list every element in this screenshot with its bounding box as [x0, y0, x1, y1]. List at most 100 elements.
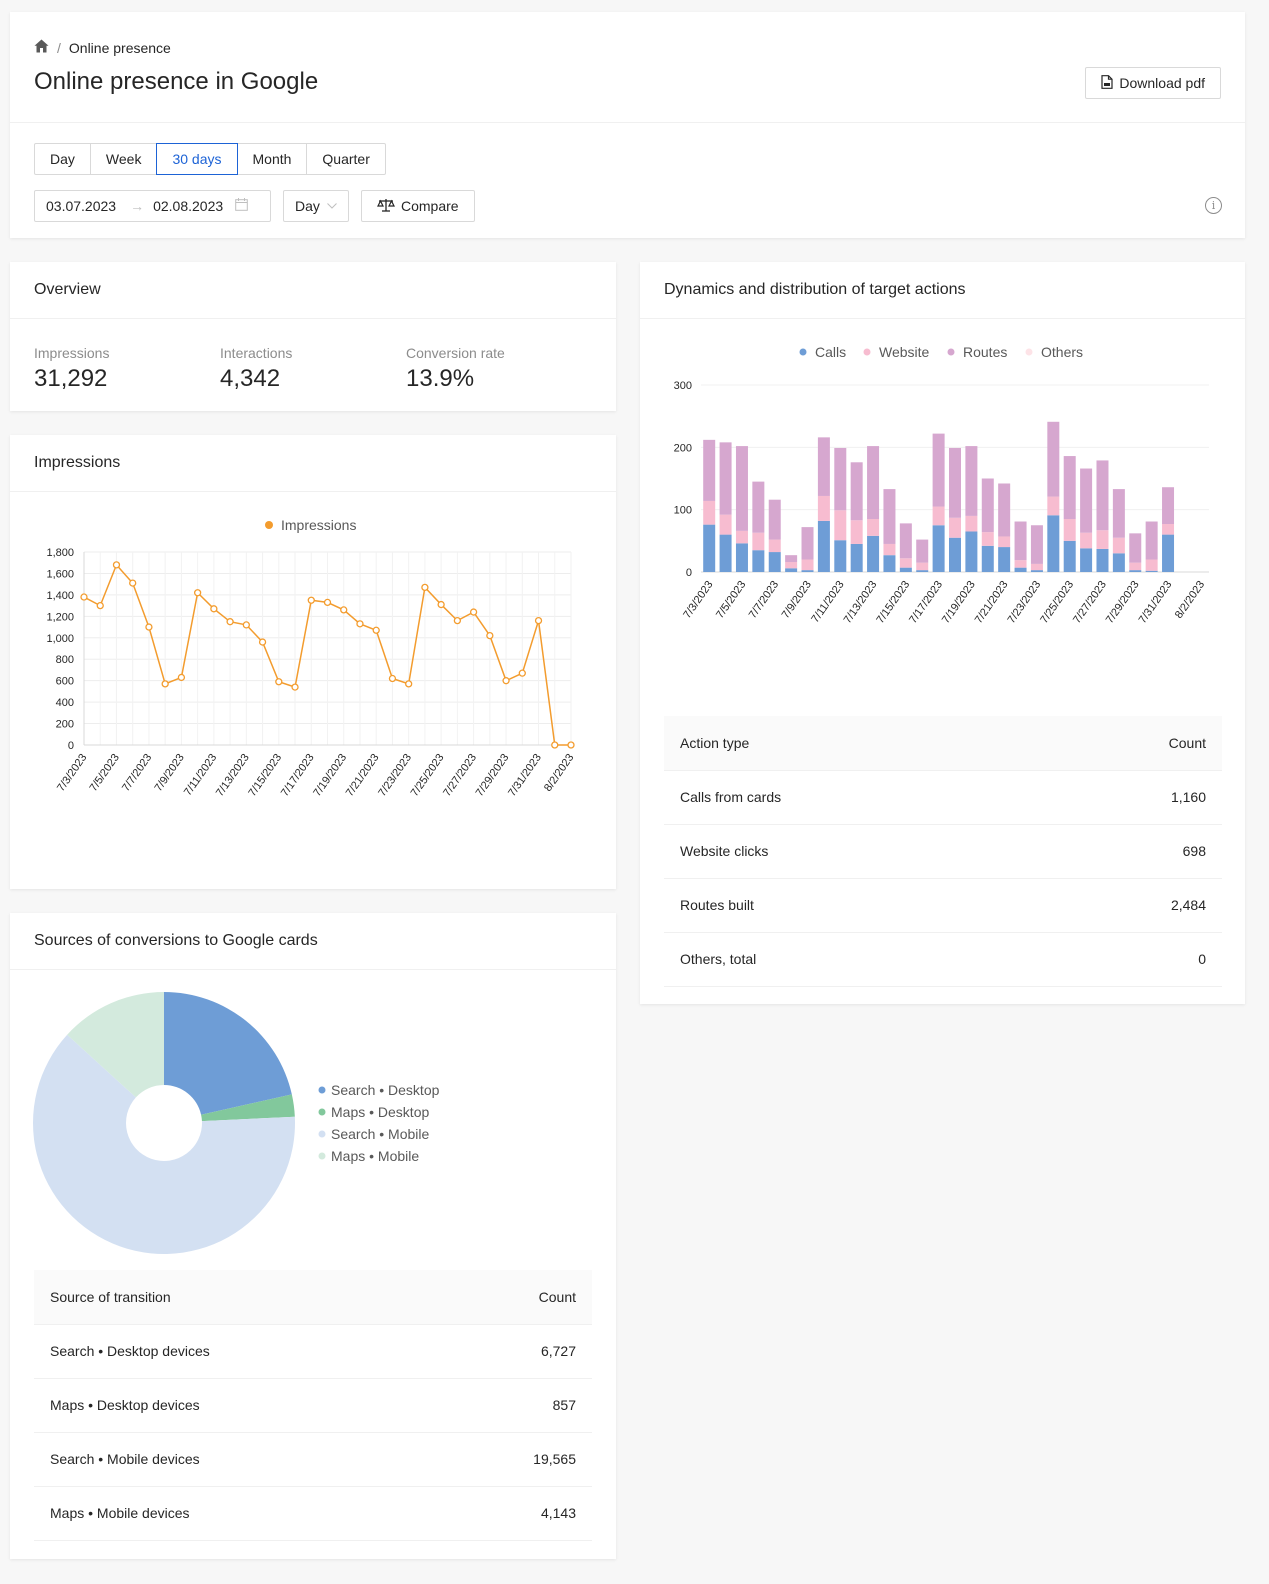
x-tick-label: 7/5/2023 [714, 579, 748, 621]
stat-label: Interactions [220, 345, 293, 361]
x-tick-label: 7/9/2023 [152, 752, 186, 794]
bar-segment [867, 519, 880, 536]
sources-table: Source of transition Count Search • Desk… [34, 1270, 592, 1541]
breadcrumb-separator: / [57, 39, 61, 56]
bar-segment [965, 446, 978, 516]
table-row: Calls from cards 1,160 [664, 770, 1222, 825]
period-tabs: Day Week 30 days Month Quarter [34, 143, 386, 175]
data-point [388, 674, 397, 683]
bar-segment [883, 543, 896, 556]
action-cell: Calls from cards [664, 770, 1031, 825]
bar-segment [735, 543, 748, 572]
column-header-action-type: Action type [664, 716, 1031, 771]
bar-segment [932, 433, 945, 507]
bar-segment [785, 562, 798, 569]
y-tick-label: 600 [56, 676, 74, 688]
bar-segment [899, 558, 912, 568]
tab-quarter[interactable]: Quarter [306, 143, 386, 175]
bar-segment [817, 437, 830, 496]
x-tick-label: 8/2/2023 [542, 752, 576, 794]
end-date-input[interactable]: 02.08.2023 [153, 198, 224, 214]
bar-segment [867, 535, 880, 572]
bar-segment [932, 525, 945, 572]
bar-segment [1112, 537, 1125, 554]
compare-button[interactable]: Compare [361, 190, 475, 222]
bar-segment [768, 499, 781, 540]
date-range-picker[interactable]: 03.07.2023 → 02.08.2023 [34, 190, 271, 222]
y-tick-label: 400 [56, 697, 74, 709]
tab-30-days[interactable]: 30 days [156, 143, 238, 175]
count-cell: 2,484 [1030, 878, 1222, 933]
bar-segment [1063, 519, 1076, 541]
download-pdf-button[interactable]: Download pdf [1085, 67, 1221, 99]
bar-segment [1145, 521, 1158, 560]
data-point [307, 596, 315, 604]
overview-card: Overview Impressions 31,292 Interactions… [10, 262, 616, 411]
table-header-row: Action type Count [664, 716, 1222, 771]
file-pdf-icon [1101, 74, 1113, 92]
bar-segment [1129, 533, 1142, 563]
data-point [80, 593, 88, 601]
granularity-value: Day [295, 198, 320, 214]
data-point [291, 683, 299, 691]
column-header-source: Source of transition [34, 1270, 436, 1325]
legend-marker [947, 348, 955, 356]
bar-segment [834, 510, 847, 541]
table-row: Website clicks 698 [664, 824, 1222, 879]
home-icon[interactable] [34, 39, 49, 56]
data-point [340, 606, 348, 614]
bar-segment [817, 520, 830, 572]
bar-segment [801, 570, 814, 572]
data-point [486, 631, 494, 640]
dynamics-title: Dynamics and distribution of target acti… [640, 262, 1245, 319]
bar-segment [1096, 460, 1109, 531]
legend-marker [1025, 348, 1033, 356]
legend-marker [318, 1086, 326, 1094]
tab-week[interactable]: Week [89, 143, 158, 175]
data-point [356, 620, 364, 628]
data-point [405, 680, 413, 688]
stat-value: 13.9% [406, 365, 475, 392]
overview-stats: Impressions 31,292 Interactions 4,342 Co… [10, 319, 616, 393]
info-icon[interactable]: i [1205, 197, 1222, 214]
target-actions-bar-chart: Calls Website Routes Others 0 100 200 300 7/3/20… [674, 344, 1209, 626]
bar-segment [1162, 524, 1175, 535]
bar-segment [1014, 560, 1027, 568]
calendar-icon [235, 198, 248, 214]
stat-conversion-rate: Conversion rate 13.9% [406, 345, 592, 393]
bar-segment [981, 532, 994, 546]
bar-segment [850, 543, 863, 572]
legend-label: Calls [815, 344, 846, 360]
granularity-select[interactable]: Day [283, 190, 349, 222]
data-point [453, 616, 462, 625]
data-point [193, 589, 202, 597]
bar-segment [850, 520, 863, 544]
start-date-input[interactable]: 03.07.2023 [46, 198, 117, 214]
count-cell: 19,565 [435, 1432, 592, 1487]
data-point [161, 680, 169, 688]
table-row: Search • Desktop devices 6,727 [34, 1324, 592, 1379]
bar-segment [703, 524, 716, 572]
legend-marker [863, 348, 871, 356]
action-cell: Routes built [664, 878, 1031, 933]
bar-segment [1096, 548, 1109, 572]
bar-segment [1047, 496, 1060, 516]
count-cell: 857 [435, 1378, 592, 1433]
data-point [258, 638, 267, 646]
count-cell: 0 [1030, 932, 1222, 987]
stat-impressions: Impressions 31,292 [34, 345, 220, 393]
data-point [551, 741, 559, 749]
tab-day[interactable]: Day [34, 143, 91, 175]
bar-segment [1162, 487, 1175, 525]
column-header-count: Count [435, 1270, 592, 1325]
bar-segment [899, 523, 912, 559]
data-point [567, 741, 575, 749]
download-pdf-label: Download pdf [1119, 75, 1205, 91]
stat-interactions: Interactions 4,342 [220, 345, 406, 393]
y-tick-label: 200 [56, 719, 74, 731]
source-cell: Maps • Desktop devices [34, 1378, 436, 1433]
legend-label: Impressions [281, 517, 356, 533]
bar-segment [932, 506, 945, 526]
data-point [437, 600, 445, 609]
tab-month[interactable]: Month [236, 143, 308, 175]
